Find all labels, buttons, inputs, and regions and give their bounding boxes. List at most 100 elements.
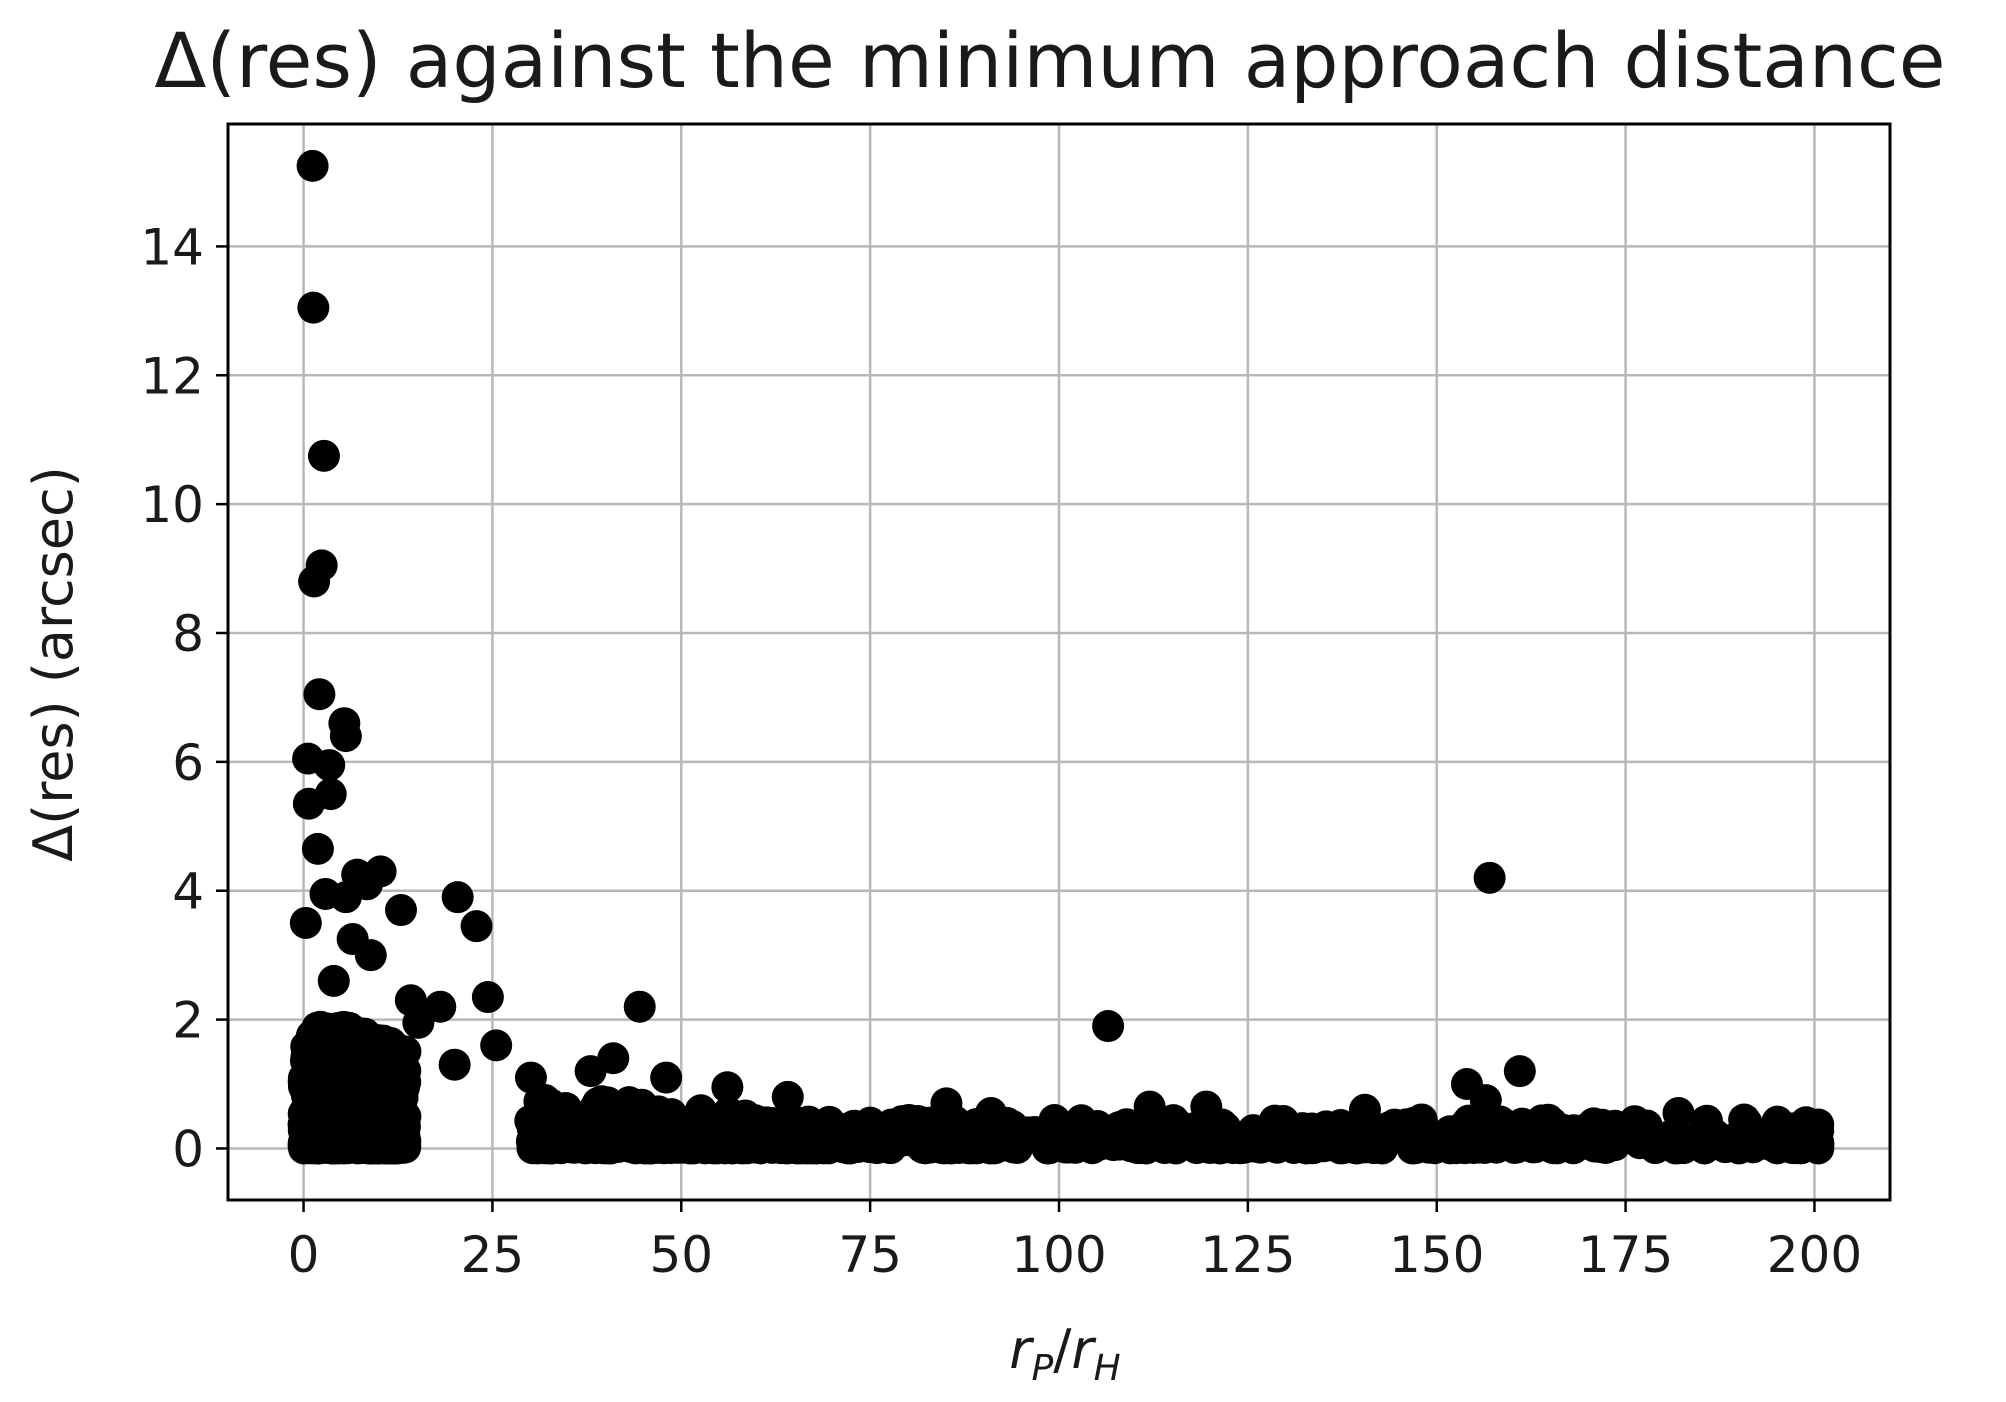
data-point [337, 1091, 370, 1124]
data-point [1190, 1090, 1223, 1123]
data-point [301, 832, 334, 865]
data-point [297, 291, 330, 324]
y-tick-label: 6 [172, 734, 204, 792]
data-point [311, 1074, 344, 1107]
data-point [1730, 1106, 1763, 1139]
data-point [303, 678, 336, 711]
data-point [1596, 1117, 1629, 1150]
y-tick-label: 10 [140, 476, 204, 534]
data-point [1488, 1122, 1521, 1155]
y-tick-label: 0 [172, 1120, 204, 1178]
data-point [920, 1112, 953, 1145]
data-point [1690, 1104, 1723, 1137]
data-point [1301, 1123, 1334, 1156]
dense-point-band [287, 1010, 1835, 1165]
data-point [1129, 1116, 1162, 1149]
data-point [1346, 1129, 1379, 1162]
data-point [329, 720, 362, 753]
data-point [317, 964, 350, 997]
data-point [1503, 1055, 1536, 1088]
data-point [982, 1129, 1015, 1162]
data-point [1162, 1109, 1195, 1142]
x-tick-label: 125 [1200, 1226, 1295, 1284]
data-point [614, 1102, 647, 1135]
data-point [1662, 1097, 1695, 1130]
data-point [804, 1131, 837, 1164]
y-tick-label: 8 [172, 605, 204, 663]
data-point [1571, 1122, 1604, 1155]
data-point [318, 1121, 351, 1154]
data-point [771, 1080, 804, 1113]
data-point [402, 1006, 435, 1039]
data-point [623, 990, 656, 1023]
data-point [354, 939, 387, 972]
x-tick-label: 50 [649, 1226, 713, 1284]
x-label-sub-h: H [1094, 1348, 1121, 1389]
y-tick-label: 14 [140, 218, 204, 276]
data-point [1209, 1111, 1242, 1144]
data-point [1449, 1132, 1482, 1165]
data-point [471, 981, 504, 1014]
data-point [364, 855, 397, 888]
x-tick-label: 75 [838, 1226, 902, 1284]
data-point [361, 1128, 394, 1161]
data-point [363, 1029, 396, 1062]
x-tick-label: 0 [288, 1226, 320, 1284]
data-point [1133, 1090, 1166, 1123]
data-point [298, 565, 331, 598]
data-point [296, 149, 329, 182]
y-tick-label: 4 [172, 863, 204, 921]
data-point [930, 1087, 963, 1120]
data-point [480, 1029, 513, 1062]
data-point [1269, 1119, 1302, 1152]
data-point [1033, 1128, 1066, 1161]
x-label-slash: / [1053, 1318, 1072, 1381]
x-label-r2: r [1071, 1318, 1096, 1381]
data-point [378, 1104, 411, 1137]
data-point [313, 749, 346, 782]
grid-lines [228, 124, 1890, 1200]
data-point [1802, 1132, 1835, 1165]
data-point [1405, 1103, 1438, 1136]
data-point [650, 1061, 683, 1094]
data-point [711, 1103, 744, 1136]
data-point [529, 1131, 562, 1164]
x-label-r1: r [1009, 1318, 1034, 1381]
data-point [1667, 1132, 1700, 1165]
data-point [424, 990, 457, 1023]
data-point [756, 1124, 789, 1157]
x-tick-label: 200 [1767, 1226, 1862, 1284]
data-point [1469, 1084, 1502, 1117]
y-axis-label: Δ(res) (arcsec) [22, 466, 85, 862]
axis-ticks: 0 25 50 75 100 125 150 175 200 0 2 4 6 8 10 12 14 [140, 218, 1862, 1284]
data-point [307, 439, 340, 472]
data-points [289, 149, 1835, 1165]
y-tick-label: 12 [140, 347, 204, 405]
data-point [380, 1068, 413, 1101]
x-axis-label: rP/rH [1009, 1318, 1120, 1389]
data-point [556, 1107, 589, 1140]
data-point [711, 1071, 744, 1104]
data-point [1473, 861, 1506, 894]
data-point [1348, 1093, 1381, 1126]
data-point [356, 1063, 389, 1096]
data-point [289, 906, 322, 939]
x-tick-label: 25 [461, 1226, 525, 1284]
data-point [597, 1042, 630, 1075]
x-label-sub-p: P [1032, 1348, 1054, 1389]
data-point [1092, 1010, 1125, 1043]
data-point [1541, 1113, 1574, 1146]
chart-title: Δ(res) against the minimum approach dist… [154, 16, 1945, 105]
data-point [438, 1048, 471, 1081]
data-point [854, 1106, 887, 1139]
x-tick-label: 100 [1011, 1226, 1106, 1284]
data-point [654, 1116, 687, 1149]
data-point [441, 881, 474, 914]
data-point [292, 787, 325, 820]
data-point [384, 894, 417, 927]
data-point [514, 1061, 547, 1094]
data-point [884, 1125, 917, 1158]
